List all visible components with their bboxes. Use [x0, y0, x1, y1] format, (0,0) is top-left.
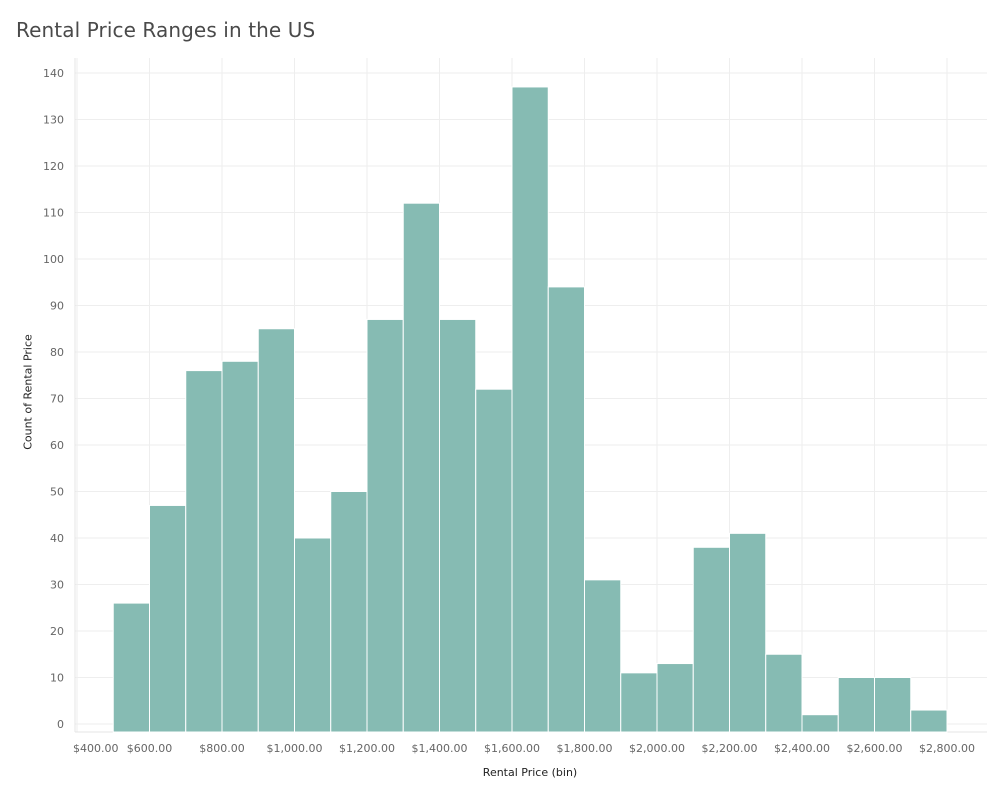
histogram-bar [112, 602, 150, 733]
histogram-bar [475, 388, 513, 733]
histogram-bar [402, 202, 440, 733]
histogram-bars [112, 86, 948, 733]
y-tick-label: 40 [50, 532, 64, 545]
y-tick-label: 0 [57, 718, 64, 731]
histogram-bar [294, 537, 332, 733]
histogram-bar [837, 677, 875, 733]
y-tick-label: 100 [43, 253, 64, 266]
x-tick-label: $400.00 [73, 742, 119, 755]
y-tick-label: 50 [50, 486, 64, 499]
histogram-bar [874, 677, 912, 733]
x-tick-label: $1,400.00 [412, 742, 468, 755]
y-tick-label: 110 [43, 207, 64, 220]
y-tick-label: 120 [43, 160, 64, 173]
y-tick-label: 60 [50, 439, 64, 452]
histogram-bar [330, 491, 368, 733]
histogram-bar [511, 86, 549, 733]
y-tick-label: 20 [50, 625, 64, 638]
histogram-bar [185, 370, 223, 733]
x-tick-label: $2,600.00 [847, 742, 903, 755]
x-tick-label: $1,800.00 [557, 742, 613, 755]
y-tick-label: 140 [43, 67, 64, 80]
x-tick-label: $600.00 [127, 742, 173, 755]
histogram-bar [910, 709, 948, 733]
y-tick-label: 10 [50, 672, 64, 685]
y-tick-label: 130 [43, 114, 64, 127]
x-tick-label: $2,800.00 [919, 742, 975, 755]
histogram-bar [765, 653, 803, 733]
x-tick-label: $1,600.00 [484, 742, 540, 755]
x-tick-label: $800.00 [199, 742, 245, 755]
x-tick-label: $2,400.00 [774, 742, 830, 755]
x-tick-label: $2,200.00 [702, 742, 758, 755]
histogram-bar [620, 672, 658, 733]
histogram-bar [692, 546, 730, 733]
histogram-bar [547, 286, 585, 733]
histogram-bar [221, 360, 259, 733]
y-axis-ticks: 0 10 20 30 40 50 60 70 80 90 100 110 120 130 140 [43, 67, 64, 731]
x-axis-ticks: $400.00 $600.00 $800.00 $1,000.00 $1,200.00 $… [73, 742, 975, 755]
y-tick-label: 80 [50, 346, 64, 359]
histogram-bar [439, 318, 477, 733]
histogram-bar [729, 532, 767, 733]
histogram-bar [257, 328, 295, 733]
histogram-bar [149, 504, 187, 733]
histogram-bar [366, 318, 404, 733]
x-tick-label: $2,000.00 [629, 742, 685, 755]
chart-title: Rental Price Ranges in the US [16, 18, 316, 42]
histogram-bar [801, 714, 839, 733]
x-tick-label: $1,000.00 [267, 742, 323, 755]
y-tick-label: 70 [50, 393, 64, 406]
x-axis-label: Rental Price (bin) [482, 766, 578, 779]
y-tick-label: 90 [50, 300, 64, 313]
y-tick-label: 30 [50, 579, 64, 592]
x-tick-label: $1,200.00 [339, 742, 395, 755]
histogram-bar [584, 579, 622, 733]
histogram-bar [656, 663, 694, 733]
